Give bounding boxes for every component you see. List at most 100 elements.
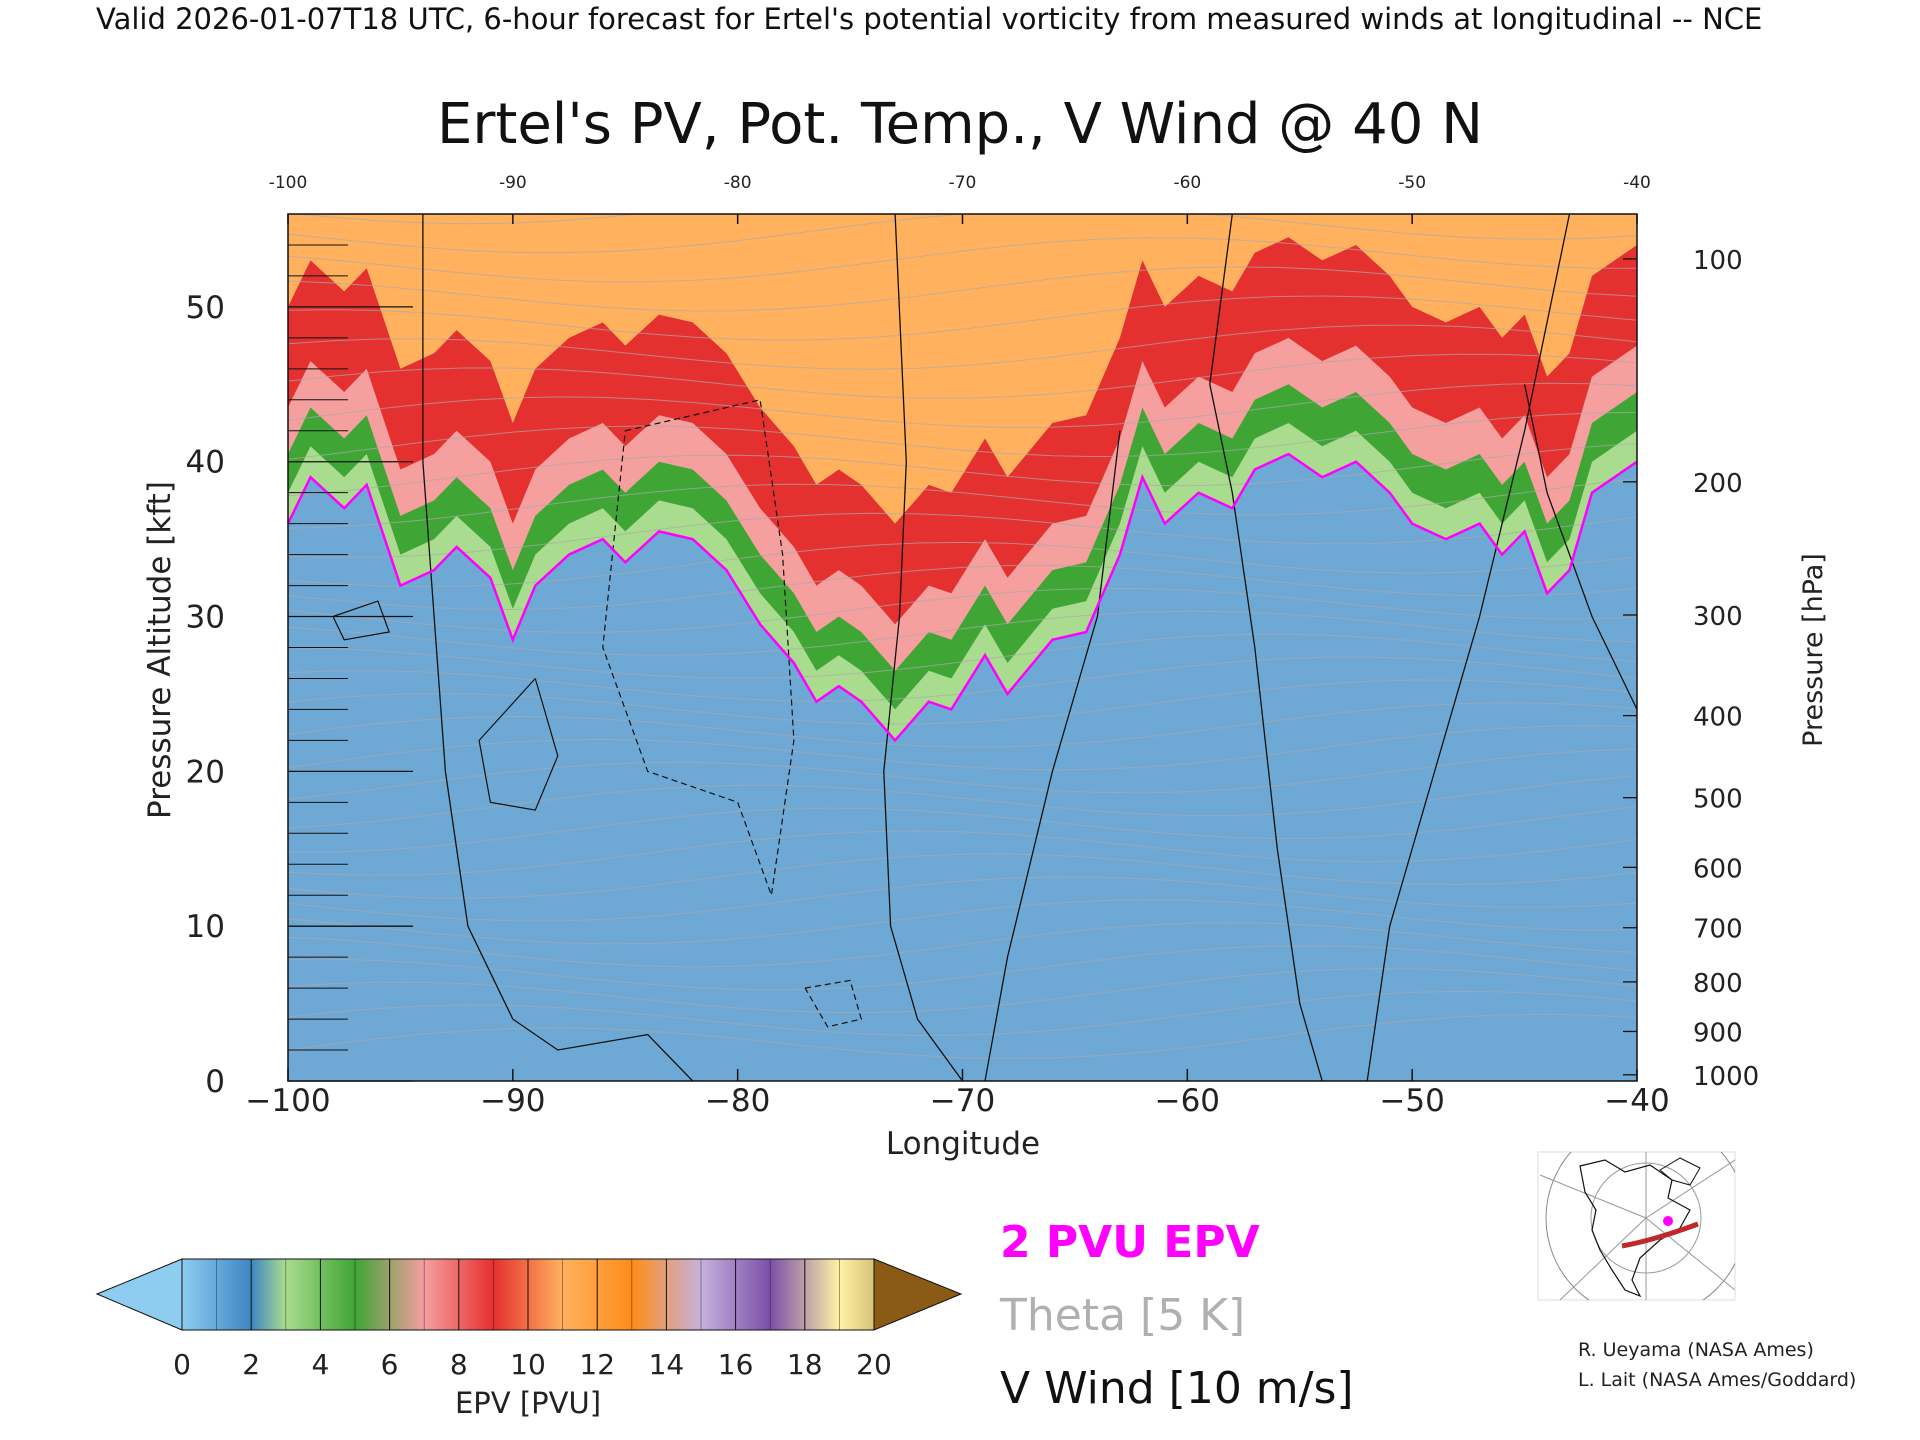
theta-isentrope	[288, 853, 1637, 899]
pressure-tick-label: 400	[1693, 703, 1743, 733]
colorbar-max-arrow	[873, 1258, 963, 1331]
theta-isentrope	[288, 945, 1637, 991]
header-text: Valid 2026-01-07T18 UTC, 6-hour forecast…	[96, 2, 1762, 36]
theta-isentrope	[288, 702, 1637, 748]
wind-contour	[1523, 384, 1637, 710]
wind-contour-closed	[478, 678, 559, 811]
map-grid	[1539, 1152, 1735, 1300]
colorbar-tick-label: 12	[579, 1348, 615, 1381]
legend-theta: Theta [5 K]	[999, 1290, 1245, 1341]
y-tick-label: 50	[186, 290, 225, 326]
credit-line-2: L. Lait (NASA Ames/Goddard)	[1578, 1369, 1856, 1391]
theta-isentrope	[288, 295, 1637, 341]
legend-vwind: V Wind [10 m/s]	[1000, 1363, 1354, 1414]
map-track	[1621, 1221, 1699, 1249]
x-tick-label: −90	[480, 1083, 545, 1119]
plot-fields	[288, 214, 1637, 1081]
colorbar-label: EPV [PVU]	[455, 1386, 601, 1420]
theta-isentrope	[288, 656, 1637, 702]
x-axis-label: Longitude	[886, 1126, 1040, 1162]
theta-isentrope	[288, 679, 1637, 725]
colorbar-tick-label: 16	[718, 1348, 754, 1381]
colorbar: 0 2 4 6 8 10 12 14 16 18 20 EPV [PVU]	[95, 1258, 963, 1420]
tropopause-2pvu-line	[286, 452, 1638, 743]
theta-isentrope	[288, 830, 1637, 876]
theta-isentrope	[288, 587, 1637, 633]
pressure-tick-label: 900	[1693, 1018, 1743, 1048]
theta-isentrope	[288, 1013, 1637, 1060]
theta-isentrope	[288, 748, 1637, 800]
top-tick-label: -80	[724, 173, 752, 193]
x-tick-label: −70	[930, 1083, 995, 1119]
colorbar-tick-label: 20	[856, 1348, 892, 1381]
legend-2pvu: 2 PVU EPV	[1000, 1217, 1260, 1268]
map-continent	[1579, 1159, 1691, 1298]
theta-isentrope	[288, 382, 1637, 428]
y-tick-label: 20	[186, 754, 225, 790]
x-tick-label: −60	[1155, 1083, 1220, 1119]
credit-line-1: R. Ueyama (NASA Ames)	[1578, 1339, 1814, 1361]
map-marker	[1663, 1216, 1673, 1226]
wind-contour	[984, 430, 1121, 1081]
theta-isentrope	[288, 775, 1637, 829]
theta-isentrope	[288, 237, 1637, 283]
y-tick-label: 40	[186, 445, 225, 481]
y-tick-label: 30	[186, 600, 225, 636]
theta-isentrope	[288, 214, 1637, 254]
wind-contour-negative	[804, 979, 863, 1028]
map-frame	[1537, 1151, 1736, 1301]
colorbar-tick-label: 4	[311, 1348, 329, 1381]
x-tick-label: −100	[245, 1083, 330, 1119]
theta-isentrope	[288, 324, 1637, 370]
theta-isentrope	[288, 633, 1637, 679]
chart-title: Ertel's PV, Pot. Temp., V Wind @ 40 N	[437, 92, 1483, 157]
top-tick-label: -100	[269, 173, 308, 193]
pv-band-orange	[288, 214, 1637, 524]
theta-isentrope	[288, 411, 1637, 460]
theta-isentrope	[288, 922, 1637, 968]
theta-isentrope	[288, 899, 1637, 945]
pressure-tick-label: 300	[1693, 602, 1743, 632]
theta-isentrope	[288, 564, 1637, 611]
wind-contour-closed	[332, 600, 391, 641]
colorbar-tick-label: 2	[242, 1348, 260, 1381]
y-tick-label: 10	[186, 909, 225, 945]
wind-contour	[883, 214, 964, 1081]
wind-contour	[1209, 214, 1323, 1081]
map-graticule	[1545, 1152, 1735, 1300]
x-tick-label: −50	[1379, 1083, 1444, 1119]
theta-isentrope	[288, 876, 1637, 922]
theta-isentrope	[288, 725, 1637, 771]
wind-contour	[422, 214, 694, 1081]
colorbar-tick-label: 0	[173, 1348, 191, 1381]
colorbar-tick-label: 14	[649, 1348, 685, 1381]
y-axis-label: Pressure Altitude [kft]	[142, 481, 178, 819]
theta-isentrope	[288, 806, 1637, 853]
theta-isentrope	[288, 512, 1637, 559]
colorbar-tick-label: 18	[787, 1348, 823, 1381]
wind-contour-negative	[602, 399, 795, 896]
colorbar-tick-label: 10	[510, 1348, 546, 1381]
locator-map	[1537, 1151, 1736, 1301]
colorbar-tick-label: 8	[450, 1348, 468, 1381]
theta-isentrope	[288, 266, 1637, 312]
wind-contour	[1366, 214, 1571, 1081]
theta-isentrope	[288, 968, 1637, 1014]
pressure-tick-label: 200	[1693, 469, 1743, 499]
top-tick-label: -40	[1623, 173, 1651, 193]
top-tick-label: -60	[1173, 173, 1201, 193]
theta-isentrope	[288, 990, 1637, 1037]
pressure-axis-label: Pressure [hPa]	[1798, 553, 1829, 747]
top-tick-label: -90	[499, 173, 527, 193]
theta-isentrope	[288, 443, 1637, 497]
colorbar-min-arrow	[95, 1258, 183, 1331]
top-tick-label: -50	[1398, 173, 1426, 193]
colorbar-tick-label: 6	[381, 1348, 399, 1381]
top-tick-label: -70	[949, 173, 977, 193]
pressure-tick-label: 700	[1693, 915, 1743, 945]
pressure-tick-label: 100	[1693, 246, 1743, 276]
pressure-tick-label: 1000	[1693, 1062, 1759, 1092]
pressure-tick-label: 600	[1693, 854, 1743, 884]
theta-isentrope	[288, 610, 1637, 656]
